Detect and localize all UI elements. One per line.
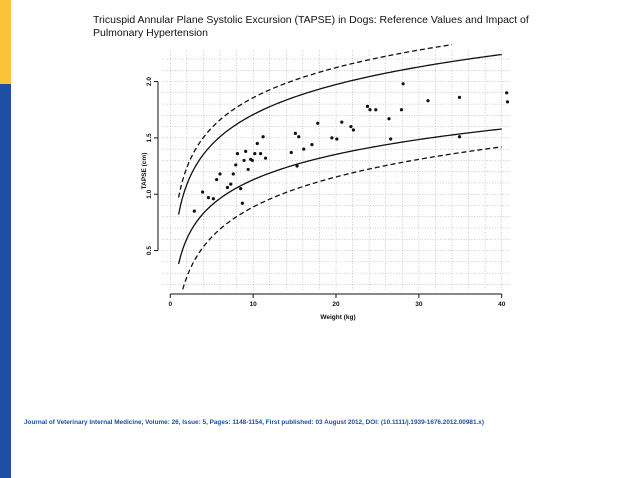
x-tick-label: 0	[168, 301, 172, 308]
data-point	[293, 131, 297, 135]
data-point	[297, 135, 301, 139]
data-point	[457, 135, 462, 139]
accent-stripe-bottom	[0, 84, 11, 478]
data-point	[310, 143, 314, 147]
data-point	[426, 99, 430, 103]
data-point	[261, 135, 265, 139]
accent-stripe-top	[0, 0, 11, 84]
data-point	[330, 136, 334, 140]
data-point	[316, 121, 320, 125]
y-tick-label: 1.5	[146, 133, 153, 142]
data-point	[253, 152, 257, 156]
slide-title: Tricuspid Annular Plane Systolic Excursi…	[93, 14, 529, 39]
data-point	[387, 117, 391, 121]
data-point	[240, 201, 244, 205]
data-point	[289, 150, 293, 155]
data-point	[399, 108, 404, 112]
data-point	[231, 172, 235, 176]
data-point	[229, 182, 233, 186]
data-point	[351, 128, 355, 132]
data-point	[335, 137, 339, 141]
data-point	[263, 156, 268, 160]
data-point	[255, 141, 259, 146]
data-point	[215, 177, 219, 182]
data-point	[242, 158, 246, 163]
data-point	[218, 172, 222, 176]
upper-solid-curve	[177, 53, 502, 215]
data-point	[295, 164, 299, 168]
point-layer	[192, 82, 510, 213]
y-tick-label: 0.5	[146, 246, 153, 255]
y-tick-label: 1.0	[146, 189, 153, 198]
upper-dashed-curve	[177, 43, 453, 198]
x-axis-label: Weight (kg)	[320, 314, 355, 321]
citation: Journal of Veterinary Internal Medicine,…	[24, 419, 484, 426]
data-point	[457, 95, 462, 99]
lower-solid-curve	[177, 128, 502, 265]
data-point	[505, 91, 509, 95]
data-point	[211, 197, 215, 201]
curve-layer	[177, 43, 502, 290]
data-point	[349, 125, 353, 129]
data-point	[302, 147, 306, 151]
y-axis-label: TAPSE (cm)	[141, 153, 148, 190]
data-point	[234, 163, 238, 167]
data-point	[201, 190, 205, 194]
lower-dashed-curve	[182, 146, 502, 290]
data-point	[206, 196, 210, 200]
data-point	[239, 186, 243, 191]
x-tick-label: 10	[250, 301, 258, 308]
data-point	[365, 104, 370, 108]
grid-layer	[162, 50, 510, 290]
data-point	[250, 158, 254, 163]
x-tick-label: 30	[415, 301, 423, 308]
data-point	[401, 82, 405, 86]
data-point	[505, 100, 510, 104]
data-point	[374, 108, 378, 112]
y-tick-label: 2.0	[146, 77, 153, 86]
data-point	[389, 137, 393, 141]
data-point	[244, 149, 248, 154]
data-point	[235, 152, 239, 156]
data-point	[225, 185, 230, 190]
data-point	[368, 108, 372, 112]
data-point	[192, 209, 196, 213]
x-tick-label: 20	[332, 301, 340, 308]
data-point	[246, 167, 250, 172]
data-point	[340, 120, 344, 124]
data-point	[259, 152, 263, 156]
axis-layer: 0 10 20 30 40 0.5 1.0 1.5 2.0	[146, 77, 506, 308]
x-tick-label: 40	[498, 301, 506, 308]
